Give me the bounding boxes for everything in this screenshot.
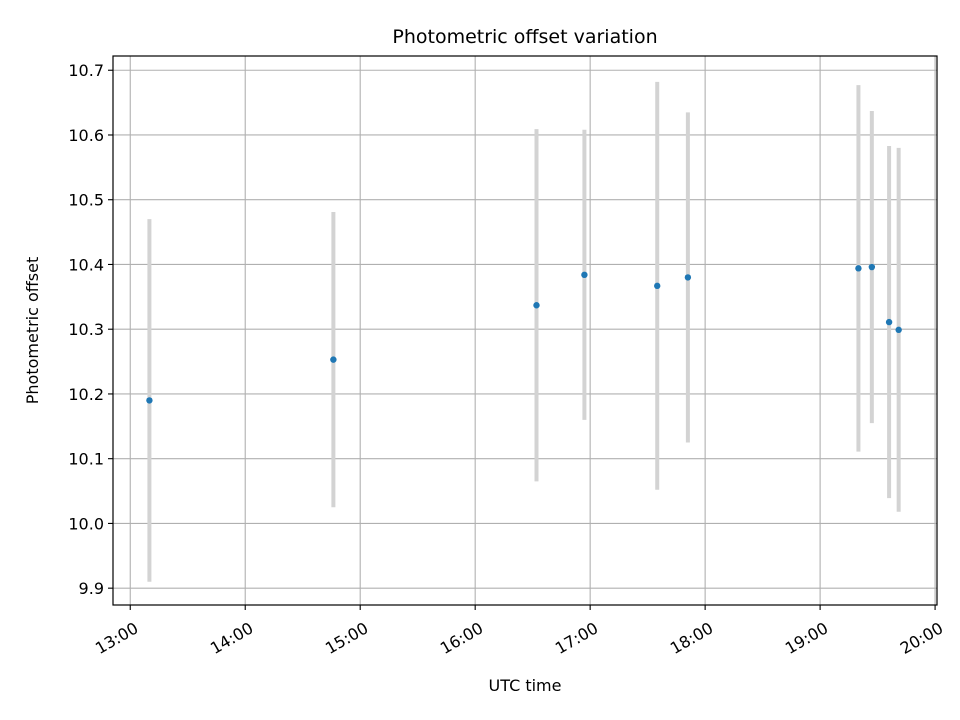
y-axis-ticks: 9.9 10.0 10.1 10.2 10.3 10.4 10.5 10.6 10.7 xyxy=(68,61,113,598)
x-tick-label: 17:00 xyxy=(552,618,601,658)
x-tick-label: 13:00 xyxy=(92,618,141,658)
data-point xyxy=(330,356,337,363)
data-point xyxy=(533,302,540,309)
data-point xyxy=(654,282,661,290)
data-point xyxy=(855,265,862,272)
x-axis-title: UTC time xyxy=(489,676,562,695)
x-tick-label: 15:00 xyxy=(322,618,371,658)
x-tick-label: 14:00 xyxy=(207,618,256,658)
y-tick-label: 10.5 xyxy=(68,191,104,210)
x-axis-ticks: 13:00 14:00 15:00 16:00 17:00 18:00 19:00 20:00 xyxy=(92,605,946,658)
data-point xyxy=(684,274,692,281)
error-bars xyxy=(147,81,901,582)
data-point xyxy=(581,271,588,279)
y-tick-label: 10.2 xyxy=(68,385,104,404)
x-tick-label: 20:00 xyxy=(897,618,946,658)
grid-lines xyxy=(113,56,937,605)
plot-frame xyxy=(112,55,938,606)
data-points xyxy=(146,263,902,404)
data-point xyxy=(895,326,902,334)
data-point xyxy=(868,263,876,271)
y-tick-label: 10.3 xyxy=(68,320,104,339)
x-tick-label: 19:00 xyxy=(782,618,831,658)
x-tick-label: 18:00 xyxy=(667,618,716,658)
x-tick-label: 16:00 xyxy=(437,618,486,658)
y-tick-label: 10.6 xyxy=(68,126,104,145)
y-tick-label: 10.7 xyxy=(68,61,104,80)
y-tick-label: 10.1 xyxy=(68,450,104,469)
y-tick-label: 9.9 xyxy=(79,579,104,598)
data-point xyxy=(885,318,893,326)
y-tick-label: 10.4 xyxy=(68,255,104,274)
data-point xyxy=(146,397,153,404)
chart-title: Photometric offset variation xyxy=(392,26,657,48)
y-tick-label: 10.0 xyxy=(68,514,104,533)
y-axis-title: Photometric offset xyxy=(23,257,42,405)
